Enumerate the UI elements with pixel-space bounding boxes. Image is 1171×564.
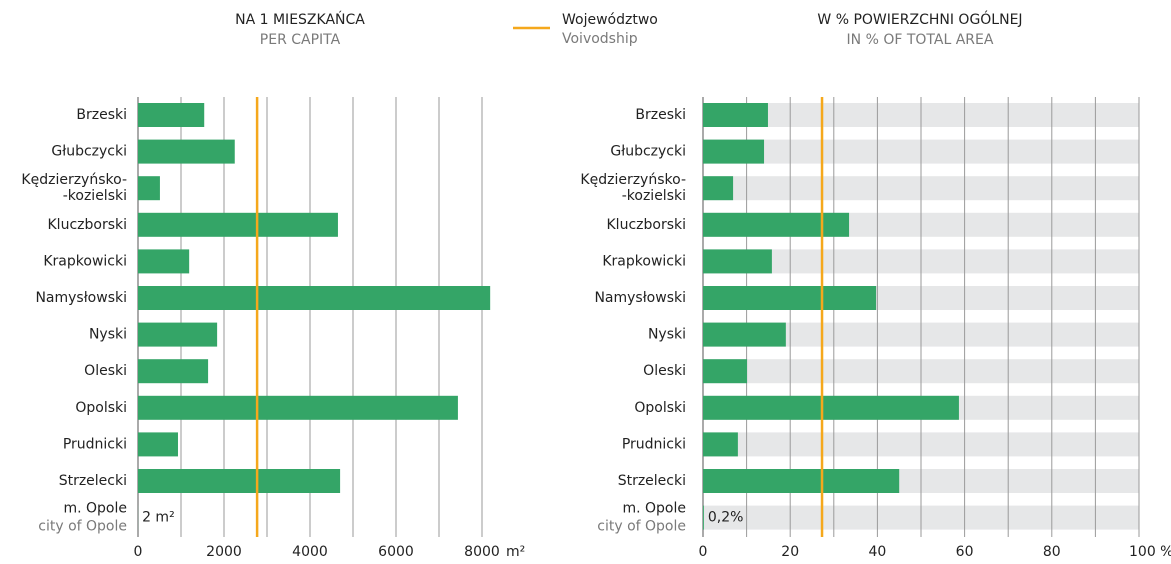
x-tick-label: 6000 (378, 544, 414, 560)
x-unit: m² (506, 544, 525, 560)
chart-title: NA 1 MIESZKAŃCA (235, 10, 365, 28)
bar (703, 286, 877, 310)
bar (703, 249, 772, 274)
category-label: Prudnicki (63, 436, 127, 452)
bar (703, 212, 850, 237)
legend-sublabel: Voivodship (562, 31, 638, 47)
x-tick-label: 20 (781, 544, 799, 560)
category-label: Kluczborski (48, 217, 128, 233)
bar (138, 322, 218, 347)
bar (138, 212, 338, 237)
category-label: Kluczborski (607, 217, 687, 233)
category-label: Krapkowicki (43, 253, 127, 269)
category-label: Namysłowski (594, 290, 686, 306)
bar (138, 249, 190, 274)
category-label: Oleski (643, 363, 686, 379)
x-tick-label: 60 (956, 544, 974, 560)
bar (138, 469, 341, 493)
category-label: m. Opole (63, 501, 127, 517)
category-label: Kędzierzyńsko--kozielski (21, 172, 127, 204)
bar (138, 395, 458, 420)
value-label: 2 m² (142, 510, 175, 526)
category-label: Brzeski (635, 107, 686, 123)
category-label: Kędzierzyńsko--kozielski (580, 172, 686, 204)
bar (703, 322, 786, 347)
x-tick-label: 100 % (1129, 544, 1171, 560)
bar (703, 139, 765, 164)
x-tick-label: 4000 (292, 544, 328, 560)
category-sublabel: city of Opole (38, 519, 127, 535)
category-label: Brzeski (76, 107, 127, 123)
category-label: Prudnicki (622, 436, 686, 452)
bar (138, 103, 205, 127)
bar (138, 286, 491, 310)
category-sublabel: city of Opole (597, 519, 686, 535)
category-label: Namysłowski (35, 290, 127, 306)
bar (703, 432, 738, 457)
x-tick-label: 0 (134, 544, 143, 560)
bar (138, 176, 160, 201)
x-tick-label: 0 (699, 544, 708, 560)
bar (138, 139, 235, 164)
category-label: Głubczycki (51, 144, 127, 160)
chart-subtitle: PER CAPITA (260, 32, 341, 48)
bar (138, 432, 178, 457)
value-label: 0,2% (708, 510, 744, 526)
bar (703, 176, 734, 201)
category-label: m. Opole (622, 501, 686, 517)
x-tick-label: 80 (1043, 544, 1061, 560)
category-label: Opolski (634, 400, 686, 416)
category-label: Oleski (84, 363, 127, 379)
category-label: Strzelecki (618, 473, 686, 489)
bar (703, 359, 748, 384)
bar (703, 103, 768, 127)
chart-subtitle: IN % OF TOTAL AREA (847, 32, 994, 48)
bar (703, 505, 704, 530)
category-label: Opolski (75, 400, 127, 416)
bar (703, 395, 959, 420)
category-label: Strzelecki (59, 473, 127, 489)
category-label: Krapkowicki (602, 253, 686, 269)
category-label: Nyski (648, 327, 686, 343)
legend-label: Województwo (562, 12, 658, 28)
chart-title: W % POWIERZCHNI OGÓLNEJ (817, 10, 1022, 28)
x-tick-label: 8000 (464, 544, 500, 560)
x-tick-label: 40 (868, 544, 886, 560)
category-label: Nyski (89, 327, 127, 343)
category-label: Głubczycki (610, 144, 686, 160)
bar (703, 469, 900, 493)
x-tick-label: 2000 (206, 544, 242, 560)
bar (138, 359, 209, 384)
